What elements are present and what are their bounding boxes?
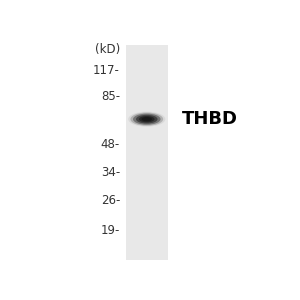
Ellipse shape	[142, 117, 152, 121]
Ellipse shape	[130, 112, 163, 126]
Text: 34-: 34-	[101, 166, 120, 179]
Ellipse shape	[139, 116, 154, 122]
Text: THBD: THBD	[182, 110, 238, 128]
Ellipse shape	[136, 115, 158, 124]
Text: (kD): (kD)	[95, 44, 120, 56]
Text: 19-: 19-	[101, 224, 120, 236]
Ellipse shape	[133, 114, 160, 125]
Ellipse shape	[128, 112, 165, 127]
Text: 26-: 26-	[101, 194, 120, 206]
FancyBboxPatch shape	[126, 45, 168, 260]
Text: 117-: 117-	[93, 64, 120, 77]
Text: 48-: 48-	[101, 138, 120, 151]
Text: 85-: 85-	[101, 90, 120, 103]
